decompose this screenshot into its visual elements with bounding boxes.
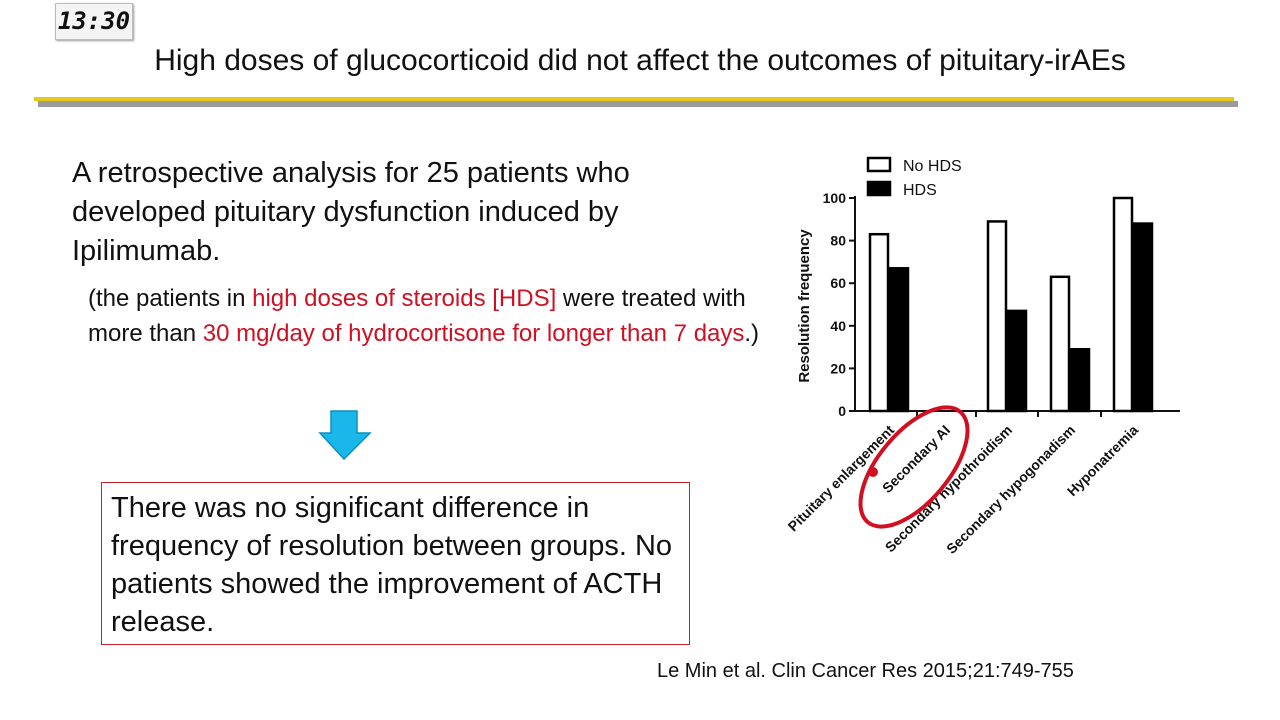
timer: 13:30 (55, 3, 133, 40)
note-text-2: were treated with more than (88, 285, 746, 347)
y-tick-label: 60 (830, 275, 846, 291)
y-tick-label: 0 (838, 403, 846, 419)
bar-hds-1 (888, 267, 910, 413)
y-tick-label: 100 (823, 190, 847, 206)
pointer-dot (868, 467, 878, 477)
x-category-label: Pituitary enlargement (785, 422, 898, 535)
citation: Le Min et al. Clin Cancer Res 2015;21:74… (657, 660, 1074, 682)
legend-label: No HDS (903, 158, 962, 175)
note-text-3: .) (744, 320, 760, 347)
down-arrow-icon (318, 410, 372, 461)
bar-hds-3 (1006, 309, 1028, 413)
x-category-label: Secondary hypothroidism (882, 422, 1015, 555)
highlight-circle-annotation (858, 405, 970, 529)
legend-label: HDS (903, 182, 937, 199)
resolution-frequency-chart: 0 20 40 60 80 100 Resolution frequency Pituitar… (785, 156, 1180, 557)
note-text-1: (the patients in (88, 285, 253, 312)
legend-swatch-hds (866, 180, 892, 197)
legend-swatch-no-hds (866, 156, 892, 173)
y-tick-label: 80 (830, 233, 846, 249)
bar-no-hds-5 (1112, 196, 1134, 413)
hds-definition-note: (the patients in high doses of steroids … (88, 281, 778, 351)
note-highlight-dose: 30 mg/day of hydrocortisone for longer t… (202, 320, 745, 347)
y-axis-label: Resolution frequency (796, 229, 813, 383)
bar-hds-4 (1069, 347, 1091, 413)
x-category-label: Secondary hypogonadism (943, 422, 1078, 557)
note-highlight-hds: high doses of steroids [HDS] (252, 285, 557, 312)
title-rule-shadow (38, 101, 1238, 107)
y-tick-label: 40 (830, 318, 846, 334)
conclusion-box: There was no significant difference in f… (101, 482, 690, 645)
slide-title: High doses of glucocorticoid did not aff… (154, 44, 1126, 77)
intro-text: A retrospective analysis for 25 patients… (72, 157, 630, 267)
bar-hds-5 (1132, 222, 1154, 413)
bar-no-hds-4 (1049, 275, 1071, 413)
y-tick-label: 20 (830, 360, 846, 376)
bar-no-hds-3 (986, 220, 1008, 413)
bar-no-hds-1 (868, 232, 890, 413)
title-rule-accent (34, 97, 1234, 101)
